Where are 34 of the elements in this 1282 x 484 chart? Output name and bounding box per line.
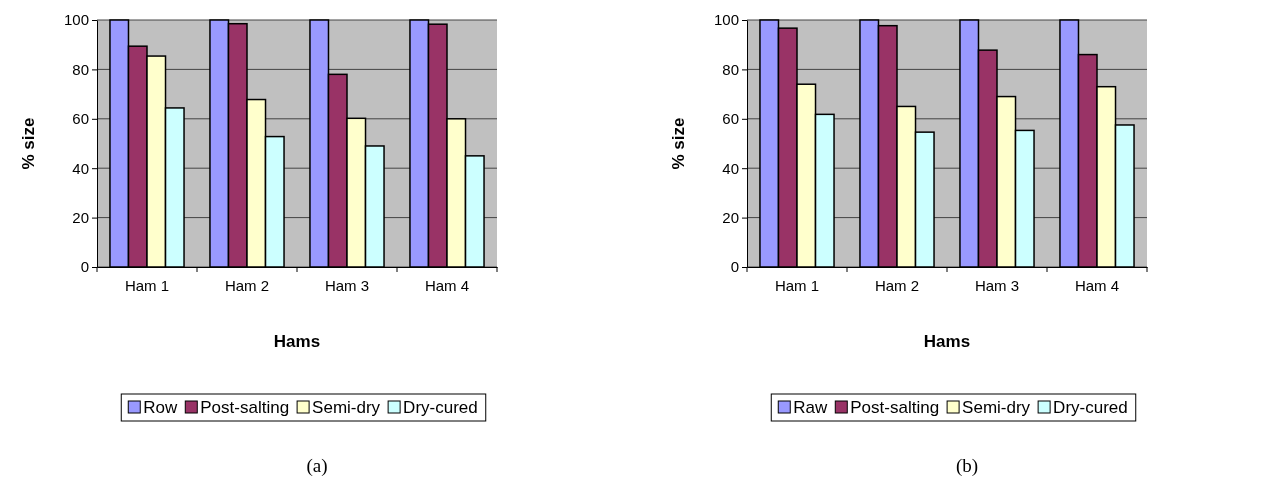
y-tick-label: 0 [80,258,89,276]
y-tick-label: 80 [72,60,89,78]
x-tick-label: Ham 1 [774,277,820,294]
x-tick-label: Ham 1 [124,277,170,294]
y-tick-label: 40 [72,159,89,177]
legend-label: Dry-cured [1053,398,1128,417]
x-tick-label: Ham 2 [224,277,270,294]
x-tick-label: Ham 4 [424,277,470,294]
x-tick-label: Ham 2 [874,277,920,294]
legend-label: Post-salting [850,398,940,417]
legend-label: Semi-dry [962,398,1031,417]
legend-label: Dry-cured [403,398,478,417]
x-axis-title: Hams [923,332,971,351]
legend-label: Row [143,398,178,417]
y-tick-label: 80 [722,60,739,78]
y-tick-label: 60 [72,110,89,128]
y-tick-label: 60 [722,110,739,128]
text: (a) [306,455,328,477]
y-axis-title: % size [669,117,688,170]
y-tick-label: 0 [730,258,739,276]
y-axis-title: % size [19,117,38,170]
y-tick-label: 20 [722,208,739,226]
x-axis-title: Hams [273,332,321,351]
legend-label: Raw [793,398,828,417]
y-tick-label: 100 [713,11,739,29]
x-tick-label: Ham 3 [974,277,1020,294]
x-tick-label: Ham 4 [1074,277,1120,294]
legend-label: Post-salting [200,398,290,417]
y-tick-label: 40 [722,159,739,177]
y-tick-label: 20 [72,208,89,226]
x-tick-label: Ham 3 [324,277,370,294]
legend-label: Semi-dry [312,398,381,417]
text: (b) [955,455,979,477]
y-tick-label: 100 [63,11,89,29]
